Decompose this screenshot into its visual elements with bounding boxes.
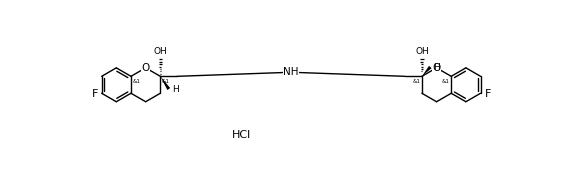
Text: F: F bbox=[91, 89, 98, 99]
Text: OH: OH bbox=[153, 46, 167, 56]
Text: H: H bbox=[172, 85, 178, 94]
Text: F: F bbox=[485, 89, 491, 99]
Polygon shape bbox=[422, 66, 432, 76]
Text: NH: NH bbox=[283, 68, 299, 77]
Text: &1: &1 bbox=[162, 79, 170, 84]
Text: &1: &1 bbox=[132, 79, 140, 84]
Text: OH: OH bbox=[415, 46, 429, 56]
Text: &1: &1 bbox=[442, 79, 450, 84]
Polygon shape bbox=[160, 76, 170, 90]
Text: O: O bbox=[141, 63, 150, 73]
Text: O: O bbox=[432, 63, 441, 73]
Text: &1: &1 bbox=[412, 79, 420, 84]
Text: HCl: HCl bbox=[232, 130, 252, 140]
Text: H: H bbox=[433, 62, 440, 72]
